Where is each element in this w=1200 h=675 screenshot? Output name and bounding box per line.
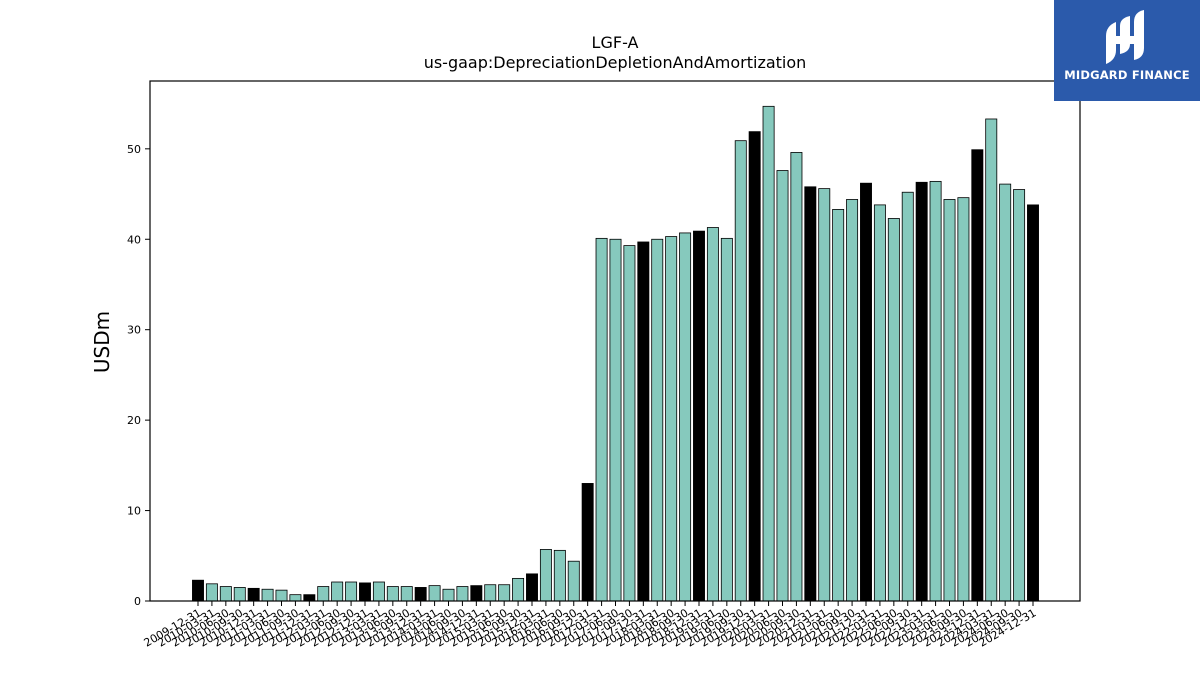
- bar: [999, 183, 1012, 602]
- bar: [303, 594, 316, 602]
- bar: [1027, 204, 1039, 602]
- bar: [734, 140, 747, 602]
- bar: [762, 105, 775, 602]
- bar: [526, 573, 538, 602]
- bar: [484, 584, 497, 602]
- bar: [192, 579, 204, 602]
- bar: [275, 589, 288, 602]
- bar-series: [192, 105, 1039, 602]
- bar: [512, 577, 525, 602]
- bar: [623, 245, 636, 602]
- bar: [790, 152, 803, 602]
- bar: [205, 583, 218, 602]
- bar: [985, 118, 998, 602]
- bar: [679, 232, 692, 602]
- x-axis-ticks: 2009-12-312010-03-312010-06-302010-09-30…: [142, 601, 1039, 650]
- bar: [665, 236, 678, 602]
- bar: [748, 131, 761, 602]
- bar: [428, 585, 441, 602]
- y-axis-label: USDm: [90, 311, 114, 373]
- bar: [567, 560, 580, 602]
- bar: [943, 199, 956, 602]
- chart-title: LGF-A: [592, 33, 639, 52]
- bar: [595, 237, 608, 602]
- bar: [386, 586, 399, 602]
- bar: [553, 549, 566, 602]
- bar: [776, 170, 789, 602]
- bar: [901, 191, 914, 602]
- bar: [247, 587, 260, 602]
- y-tick-label: 50: [127, 143, 141, 156]
- bar: [372, 581, 385, 602]
- bar: [957, 197, 970, 602]
- bar: [887, 218, 900, 602]
- chart-subtitle: us-gaap:DepreciationDepletionAndAmortiza…: [424, 53, 807, 72]
- bar: [706, 227, 719, 602]
- bar: [804, 186, 817, 602]
- bar: [971, 149, 984, 602]
- bar: [832, 209, 845, 602]
- bar: [651, 238, 664, 602]
- logo-text: MIDGARD FINANCE: [1064, 68, 1190, 82]
- bar: [317, 586, 330, 602]
- bar: [359, 582, 371, 602]
- bar: [581, 483, 594, 602]
- y-tick-label: 0: [134, 595, 141, 608]
- bar: [400, 586, 413, 602]
- y-tick-label: 30: [127, 324, 141, 337]
- bar: [693, 230, 705, 602]
- y-tick-label: 40: [127, 233, 141, 246]
- bar: [1013, 189, 1026, 602]
- bar: [442, 588, 455, 602]
- bar: [233, 587, 246, 602]
- bar: [860, 182, 872, 602]
- bar: [414, 587, 427, 602]
- y-tick-label: 10: [127, 505, 141, 518]
- bar: [331, 581, 344, 602]
- bar: [289, 594, 302, 602]
- bar: [539, 549, 552, 602]
- bar: [456, 586, 469, 602]
- bar: [720, 237, 733, 602]
- bar: [219, 586, 232, 602]
- bar: [846, 199, 859, 602]
- plot-frame: [149, 80, 1081, 602]
- bar: [470, 585, 483, 602]
- bar: [929, 180, 942, 602]
- y-tick-label: 20: [127, 414, 141, 427]
- bar: [818, 188, 831, 602]
- y-axis-ticks: 0 10 20 30 40 50: [127, 143, 150, 608]
- bar: [498, 584, 511, 602]
- midgard-finance-logo: MIDGARD FINANCE: [1054, 0, 1200, 101]
- bar: [915, 181, 928, 602]
- midgard-logo-icon: [1106, 10, 1144, 64]
- bar: [345, 581, 358, 602]
- bar: [637, 241, 650, 602]
- bar: [873, 204, 886, 602]
- bar: [261, 588, 274, 602]
- bar: [609, 238, 622, 602]
